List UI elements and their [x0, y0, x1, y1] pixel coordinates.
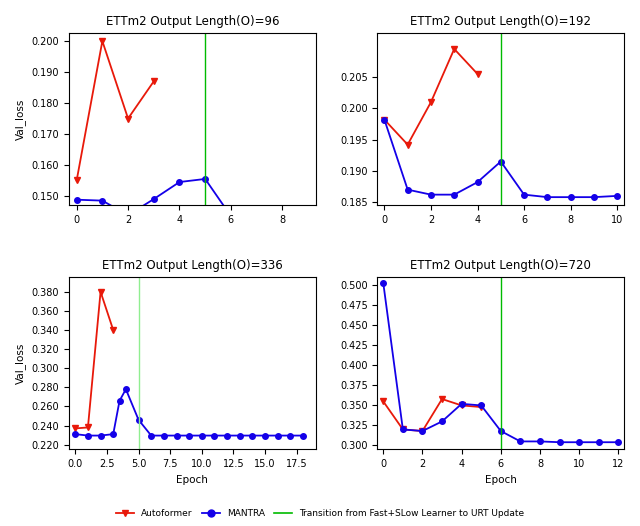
Autoformer — [474, 71, 481, 77]
MANTRA — [72, 431, 79, 437]
MANTRA — [474, 179, 481, 185]
Line: Autoformer: Autoformer — [381, 46, 480, 147]
MANTRA — [438, 418, 446, 424]
MANTRA — [109, 431, 117, 437]
Title: ETTm2 Output Length(O)=336: ETTm2 Output Length(O)=336 — [102, 259, 283, 272]
MANTRA — [248, 432, 256, 439]
MANTRA — [381, 116, 388, 123]
MANTRA — [160, 432, 168, 439]
MANTRA — [451, 191, 458, 198]
Title: ETTm2 Output Length(O)=720: ETTm2 Output Length(O)=720 — [410, 259, 591, 272]
MANTRA — [287, 432, 294, 439]
Autoformer — [380, 398, 387, 404]
MANTRA — [419, 428, 426, 434]
MANTRA — [477, 402, 485, 409]
MANTRA — [427, 191, 435, 198]
Y-axis label: Val_loss: Val_loss — [15, 343, 26, 384]
MANTRA — [116, 398, 124, 404]
Line: Autoformer: Autoformer — [381, 396, 484, 434]
MANTRA — [186, 432, 193, 439]
MANTRA — [556, 439, 563, 446]
MANTRA — [404, 187, 412, 193]
MANTRA — [458, 401, 465, 407]
MANTRA — [97, 432, 104, 439]
MANTRA — [173, 432, 180, 439]
MANTRA — [274, 432, 282, 439]
MANTRA — [147, 432, 155, 439]
Autoformer — [124, 115, 132, 122]
MANTRA — [497, 158, 504, 165]
MANTRA — [227, 213, 235, 219]
MANTRA — [304, 213, 312, 219]
Autoformer — [84, 424, 92, 431]
MANTRA — [236, 432, 244, 439]
MANTRA — [278, 213, 286, 219]
MANTRA — [380, 280, 387, 286]
Autoformer — [381, 116, 388, 123]
Autoformer — [458, 402, 465, 409]
MANTRA — [223, 432, 231, 439]
X-axis label: Epoch: Epoch — [177, 474, 208, 484]
Autoformer — [109, 327, 117, 333]
MANTRA — [150, 196, 157, 202]
MANTRA — [399, 426, 406, 432]
Line: MANTRA: MANTRA — [381, 117, 620, 200]
Line: Autoformer: Autoformer — [74, 38, 157, 183]
Title: ETTm2 Output Length(O)=192: ETTm2 Output Length(O)=192 — [410, 15, 591, 28]
MANTRA — [497, 428, 504, 434]
Autoformer — [97, 289, 104, 295]
MANTRA — [614, 439, 622, 446]
Title: ETTm2 Output Length(O)=96: ETTm2 Output Length(O)=96 — [106, 15, 279, 28]
X-axis label: Epoch: Epoch — [485, 474, 516, 484]
MANTRA — [84, 432, 92, 439]
MANTRA — [595, 439, 602, 446]
MANTRA — [134, 417, 142, 423]
MANTRA — [543, 194, 551, 200]
MANTRA — [202, 176, 209, 182]
MANTRA — [198, 432, 205, 439]
MANTRA — [124, 212, 132, 218]
Autoformer — [150, 78, 157, 85]
MANTRA — [613, 193, 621, 199]
Autoformer — [399, 426, 406, 432]
Line: Autoformer: Autoformer — [72, 289, 116, 431]
Autoformer — [404, 141, 412, 148]
MANTRA — [99, 197, 106, 204]
Line: MANTRA: MANTRA — [74, 176, 311, 219]
Autoformer — [451, 46, 458, 52]
MANTRA — [590, 194, 598, 200]
MANTRA — [253, 213, 260, 219]
MANTRA — [261, 432, 269, 439]
Legend: Autoformer, MANTRA, Transition from Fast+SLow Learner to URT Update: Autoformer, MANTRA, Transition from Fast… — [112, 505, 528, 521]
MANTRA — [575, 439, 583, 446]
Autoformer — [419, 428, 426, 434]
MANTRA — [122, 386, 130, 392]
Autoformer — [99, 38, 106, 44]
MANTRA — [175, 179, 183, 185]
Line: MANTRA: MANTRA — [381, 280, 621, 445]
Autoformer — [477, 404, 485, 410]
Autoformer — [427, 99, 435, 105]
MANTRA — [211, 432, 218, 439]
Autoformer — [73, 177, 81, 184]
Autoformer — [72, 425, 79, 431]
MANTRA — [300, 432, 307, 439]
MANTRA — [516, 438, 524, 444]
MANTRA — [567, 194, 575, 200]
MANTRA — [73, 197, 81, 203]
MANTRA — [536, 438, 544, 444]
MANTRA — [520, 191, 528, 198]
Y-axis label: Val_loss: Val_loss — [15, 98, 26, 140]
Autoformer — [438, 396, 446, 402]
Line: MANTRA: MANTRA — [72, 387, 306, 438]
